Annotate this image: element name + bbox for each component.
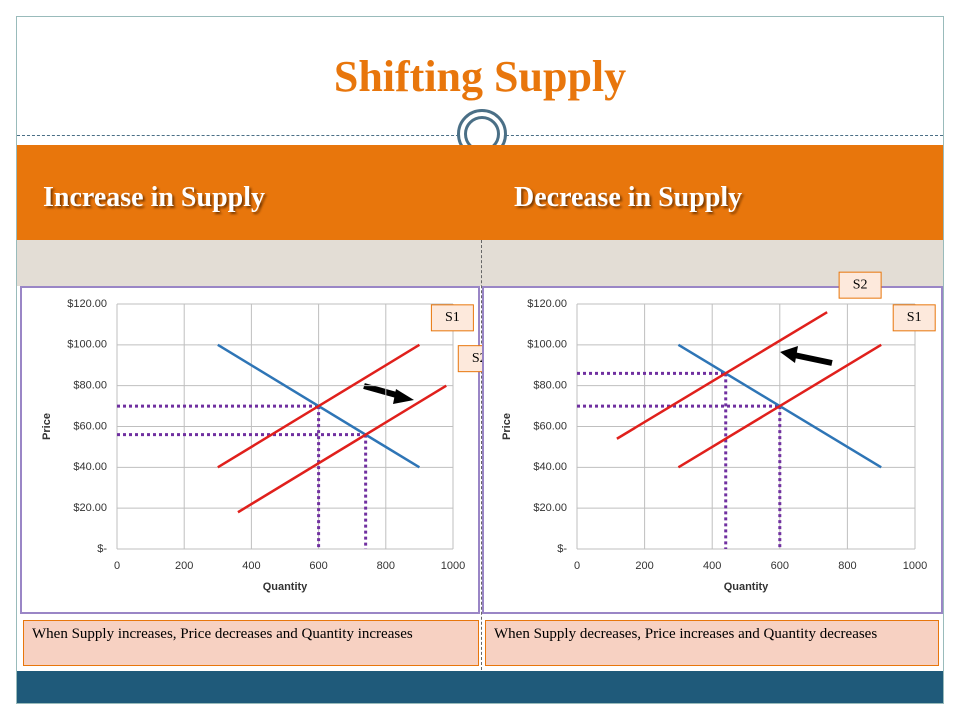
y-axis-label: Price — [41, 413, 53, 440]
x-tick-label: 600 — [771, 560, 789, 572]
x-axis-label: Quantity — [724, 581, 769, 593]
series-callout: S1 — [430, 304, 474, 332]
y-tick-label: $20.00 — [73, 502, 107, 514]
y-tick-label: $80.00 — [533, 380, 567, 392]
series-line — [616, 311, 828, 440]
slide: Shifting Supply Increase in Supply Decre… — [16, 16, 944, 704]
series-line — [237, 384, 447, 514]
slide-title: Shifting Supply — [333, 52, 627, 101]
x-tick-label: 400 — [242, 560, 260, 572]
y-tick-label: $20.00 — [533, 502, 567, 514]
x-tick-label: 400 — [703, 560, 721, 572]
series-line — [217, 343, 421, 469]
y-tick-label: $120.00 — [527, 298, 567, 310]
series-callout: S2 — [838, 271, 882, 299]
callout-box — [892, 304, 936, 332]
shift-arrow — [363, 383, 414, 404]
y-tick-label: $40.00 — [533, 461, 567, 473]
x-tick-label: 0 — [574, 560, 580, 572]
y-tick-label: $60.00 — [73, 420, 107, 432]
legend-label: S2 — [853, 277, 868, 292]
legend-label: S1 — [907, 310, 922, 325]
series-line — [677, 343, 882, 469]
x-tick-label: 800 — [838, 560, 856, 572]
footer-band — [17, 671, 943, 703]
chart-panel: $- $20.00 $40.00 $60.00 $80.00 $100.00 $120.00… — [482, 271, 943, 614]
x-tick-label: 1000 — [441, 560, 465, 572]
chart-panel: $- $20.00 $40.00 $60.00 $80.00 $100.00 $120.00… — [20, 286, 501, 614]
y-tick-label: $- — [557, 543, 567, 555]
y-tick-label: $60.00 — [533, 420, 567, 432]
y-tick-label: $100.00 — [67, 339, 107, 351]
x-tick-label: 800 — [377, 560, 395, 572]
y-tick-label: $100.00 — [527, 339, 567, 351]
gray-band — [17, 240, 943, 286]
series-callout: S1 — [892, 304, 936, 332]
panel-heading: Increase in Supply — [43, 182, 265, 213]
x-tick-label: 0 — [114, 560, 120, 572]
y-tick-label: $- — [97, 543, 107, 555]
shift-arrow — [780, 346, 833, 366]
caption: When Supply decreases, Price increases a… — [485, 620, 939, 666]
y-tick-label: $40.00 — [73, 461, 107, 473]
x-tick-label: 200 — [635, 560, 653, 572]
y-tick-label: $80.00 — [73, 380, 107, 392]
header-band — [17, 145, 943, 240]
x-tick-label: 200 — [175, 560, 193, 572]
legend-label: S1 — [445, 310, 460, 325]
panel-heading: Decrease in Supply — [514, 182, 743, 213]
callout-box — [430, 304, 474, 332]
chart: $- $20.00 $40.00 $60.00 $80.00 $100.00 $120.00… — [501, 271, 936, 593]
x-axis-label: Quantity — [263, 581, 308, 593]
column-divider — [481, 240, 482, 670]
callout-box — [838, 271, 882, 299]
y-tick-label: $120.00 — [67, 298, 107, 310]
x-tick-label: 600 — [309, 560, 327, 572]
y-axis-label: Price — [501, 413, 513, 440]
chart: $- $20.00 $40.00 $60.00 $80.00 $100.00 $120.00… — [41, 298, 501, 593]
caption: When Supply increases, Price decreases a… — [23, 620, 479, 666]
x-tick-label: 1000 — [903, 560, 927, 572]
